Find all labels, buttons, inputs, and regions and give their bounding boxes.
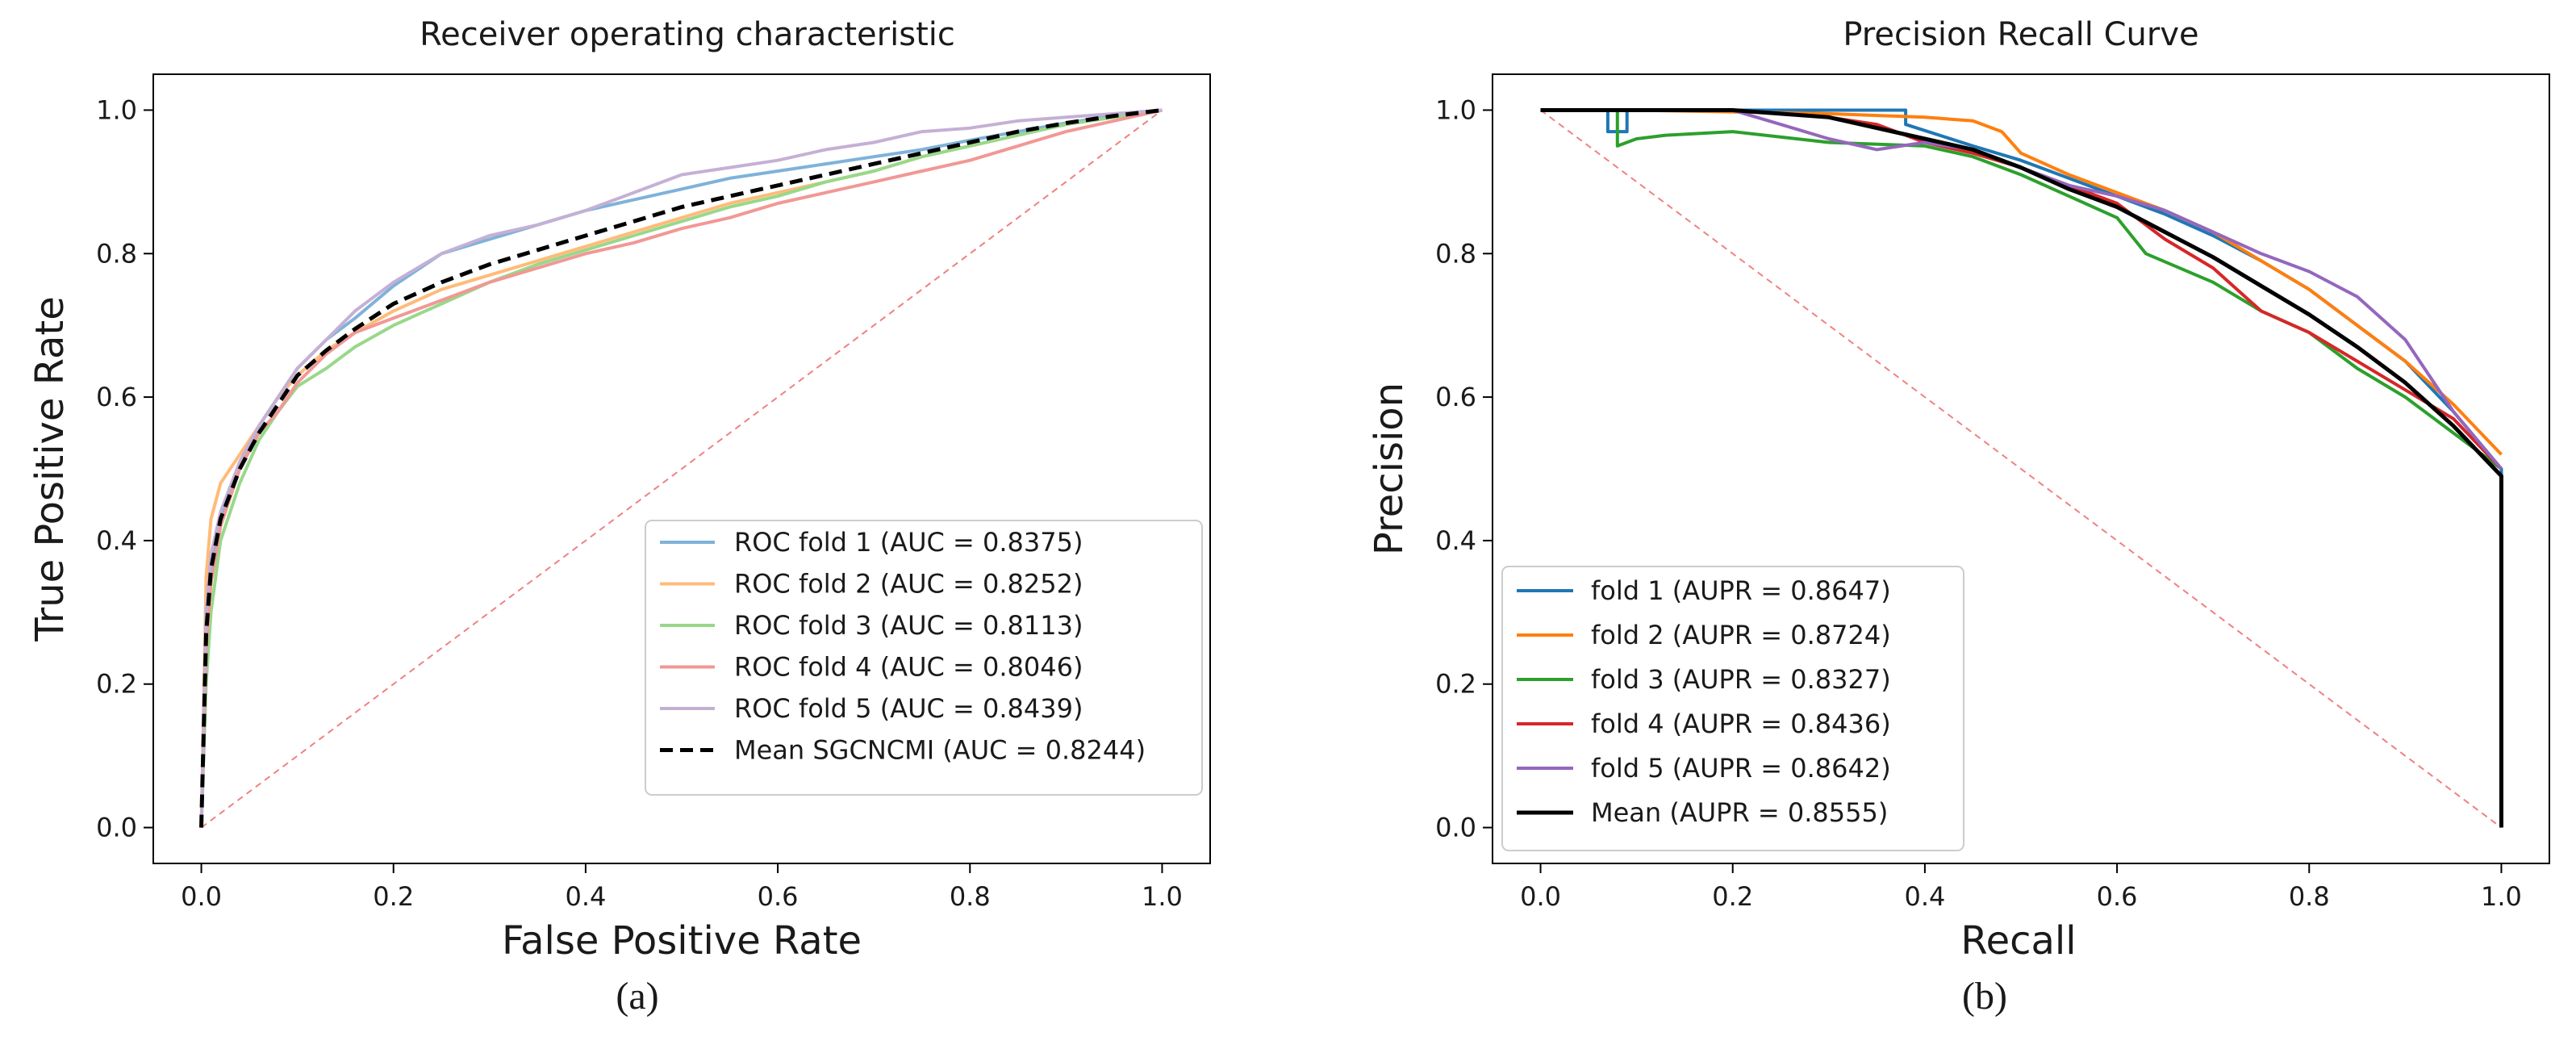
roc-y-tick-label: 0.8 <box>96 238 137 269</box>
pr-legend-label-1: fold 1 (AUPR = 0.8647) <box>1591 575 1891 606</box>
roc-y-tick-label: 0.6 <box>96 382 137 412</box>
pr-x-label: Recall <box>1960 918 2076 963</box>
roc-y-tick-label: 1.0 <box>96 94 137 125</box>
roc-legend-frame <box>645 520 1203 796</box>
pr-legend-label-2: fold 2 (AUPR = 0.8724) <box>1591 620 1891 650</box>
pr-x-tick-label: 0.6 <box>2097 881 2138 912</box>
roc-x-tick-label: 0.4 <box>565 881 606 912</box>
pr-title: Precision Recall Curve <box>1843 16 2198 53</box>
roc-x-tick-label: 0.0 <box>181 881 222 912</box>
roc-series-line-5 <box>199 108 1163 828</box>
roc-y-tick-label: 0.4 <box>96 525 137 556</box>
pr-x-tick-label: 0.0 <box>1520 881 1561 912</box>
roc-axes-frame <box>152 73 1211 864</box>
roc-ticks: 0.0 0.2 0.4 0.6 0.8 1.0 0.0 0.2 0.4 0.6 0.8 1.0 <box>96 94 1183 912</box>
roc-y-tick-label: 0.0 <box>96 813 137 843</box>
roc-series-line-4 <box>199 108 1163 828</box>
pr-panel-caption: (b) <box>1962 975 2007 1018</box>
roc-y-label: True Positive Rate <box>27 296 73 642</box>
roc-legend-label-3: ROC fold 3 (AUC = 0.8113) <box>734 610 1083 641</box>
roc-legend-label-1: ROC fold 1 (AUC = 0.8375) <box>734 527 1083 558</box>
pr-series-line-3 <box>1540 108 2503 470</box>
pr-series-line-6 <box>1540 108 2503 828</box>
roc-panel: Receiver operating characteristic 0.0 0.2… <box>27 16 1211 1018</box>
pr-axes-frame <box>1492 73 2550 864</box>
roc-x-tick-label: 1.0 <box>1142 881 1183 912</box>
pr-y-label: Precision <box>1367 382 1412 555</box>
roc-legend-label-2: ROC fold 2 (AUC = 0.8252) <box>734 569 1083 600</box>
pr-legend-frame <box>1501 566 1964 851</box>
pr-legend-label-5: fold 5 (AUPR = 0.8642) <box>1591 753 1891 784</box>
pr-series-line-4 <box>1540 108 2503 470</box>
roc-series-line-3 <box>199 108 1163 828</box>
pr-y-tick-label: 1.0 <box>1435 94 1476 125</box>
roc-y-tick-label: 0.2 <box>96 669 137 700</box>
pr-y-tick-label: 0.6 <box>1435 382 1476 412</box>
pr-series-line-5 <box>1540 108 2503 470</box>
pr-legend: fold 1 (AUPR = 0.8647) fold 2 (AUPR = 0.8… <box>1501 566 1964 851</box>
roc-legend-label-6: Mean SGCNCMI (AUC = 0.8244) <box>734 735 1146 766</box>
pr-y-tick-label: 0.2 <box>1435 669 1476 700</box>
pr-series-line-2 <box>1540 108 2503 456</box>
pr-legend-label-3: fold 3 (AUPR = 0.8327) <box>1591 664 1891 695</box>
roc-legend-label-5: ROC fold 5 (AUC = 0.8439) <box>734 693 1083 724</box>
roc-legend-label-4: ROC fold 4 (AUC = 0.8046) <box>734 652 1083 683</box>
pr-x-tick-label: 0.8 <box>2289 881 2330 912</box>
pr-x-tick-label: 0.4 <box>1904 881 1945 912</box>
pr-legend-label-6: Mean (AUPR = 0.8555) <box>1591 797 1888 828</box>
pr-legend-label-4: fold 4 (AUPR = 0.8436) <box>1591 709 1891 739</box>
roc-panel-caption: (a) <box>616 975 658 1018</box>
roc-x-tick-label: 0.8 <box>950 881 991 912</box>
roc-x-label: False Positive Rate <box>502 918 862 963</box>
pr-y-tick-label: 0.0 <box>1435 813 1476 843</box>
pr-y-tick-label: 0.8 <box>1435 238 1476 269</box>
pr-y-tick-label: 0.4 <box>1435 525 1476 556</box>
roc-plot-area <box>199 108 1163 829</box>
pr-plot-area <box>1539 108 2503 829</box>
roc-series-line-6 <box>199 108 1163 828</box>
roc-x-tick-label: 0.2 <box>373 881 414 912</box>
roc-x-tick-label: 0.6 <box>758 881 799 912</box>
pr-x-tick-label: 0.2 <box>1712 881 1753 912</box>
pr-x-tick-label: 1.0 <box>2481 881 2522 912</box>
roc-title: Receiver operating characteristic <box>420 16 955 53</box>
pr-panel: Precision Recall Curve 0.0 0.2 0.4 0.6 0.8 1.… <box>1367 16 2550 1018</box>
pr-reference-diagonal <box>1539 109 2503 829</box>
roc-reference-diagonal <box>200 109 1163 829</box>
pr-ticks: 0.0 0.2 0.4 0.6 0.8 1.0 0.0 0.2 0.4 0.6 0.8 1.0 <box>1435 94 2522 912</box>
roc-legend: ROC fold 1 (AUC = 0.8375) ROC fold 2 (AUC… <box>645 520 1203 796</box>
